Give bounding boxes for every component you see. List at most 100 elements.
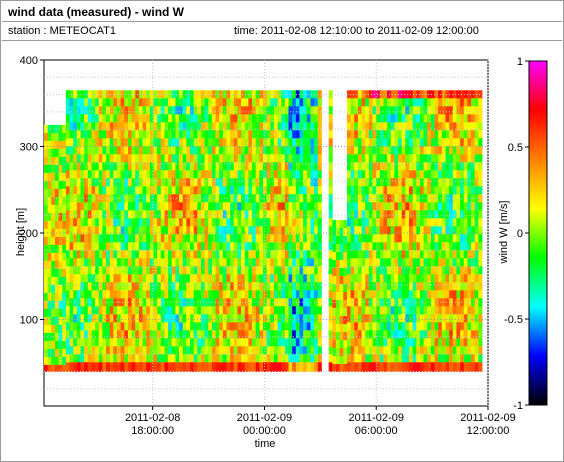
heatmap-cell [95,186,100,195]
heatmap-cell [106,314,111,323]
heatmap-cell [124,154,129,163]
heatmap-cell [394,170,399,179]
heatmap-cell [117,234,122,243]
heatmap-cell [208,114,213,123]
heatmap-cell [259,298,264,307]
heatmap-cell [452,162,457,171]
heatmap-cell [427,330,432,339]
heatmap-cell [339,308,344,317]
heatmap-cell [204,362,209,371]
heatmap-cell [241,170,246,179]
heatmap-cell [230,362,235,371]
heatmap-cell [405,202,410,211]
heatmap-cell [281,170,286,179]
heatmap-cell [146,250,151,259]
heatmap-cell [467,130,472,139]
heatmap-cell [350,218,355,227]
heatmap-cell [241,202,246,211]
heatmap-cell [295,202,300,211]
heatmap-cell [241,362,246,371]
heatmap-cell [467,290,472,299]
heatmap-cell [452,242,457,251]
heatmap-cell [357,170,362,179]
heatmap-cell [171,114,176,123]
heatmap-cell [65,210,70,219]
heatmap-cell [445,114,450,123]
x-tick-label-date: 2011-02-08 [125,412,180,424]
heatmap-cell [179,282,184,291]
heatmap-cell [270,274,275,283]
heatmap-cell [237,122,242,131]
heatmap-cell [354,122,359,131]
heatmap-cell [277,106,282,115]
heatmap-cell [266,282,271,291]
heatmap-cell [248,250,253,259]
heatmap-cell [230,146,235,155]
heatmap-cell [149,290,154,299]
heatmap-cell [281,258,286,267]
heatmap-cell [273,322,278,331]
heatmap-cell [379,194,384,203]
heatmap-cell [171,146,176,155]
heatmap-cell [102,202,107,211]
heatmap-cell [456,178,461,187]
heatmap-cell [193,250,198,259]
heatmap-cell [412,114,417,123]
heatmap-cell [237,290,242,299]
heatmap-cell [463,130,468,139]
heatmap-cell [47,268,52,278]
heatmap-cell [266,218,271,227]
heatmap-cell [109,274,114,283]
heatmap-cell [255,314,260,323]
heatmap-cell [164,290,169,299]
heatmap-cell [95,258,100,267]
heatmap-cell [76,330,81,339]
heatmap-cell [230,234,235,243]
heatmap-cell [434,218,439,227]
heatmap-cell [113,322,118,331]
heatmap-cell [449,338,454,347]
grid-lines [44,60,489,406]
heatmap-cell [343,292,348,301]
heatmap-cell [54,212,59,222]
heatmap-cell [127,202,132,211]
heatmap-cell [452,226,457,235]
heatmap-cell [284,362,289,371]
heatmap-cell [412,322,417,331]
heatmap-cell [230,178,235,187]
heatmap-cell [346,162,351,171]
heatmap-cell [281,122,286,131]
heatmap-cell [149,354,154,363]
heatmap-cell [343,260,348,269]
heatmap-cell [310,250,315,259]
heatmap-cell [270,234,275,243]
heatmap-cell [98,266,103,275]
heatmap-cell [226,322,231,331]
heatmap-cell [281,226,286,235]
heatmap-cell [160,146,165,155]
heatmap-cell [430,138,435,147]
heatmap-cell [124,298,129,307]
heatmap-cell [87,106,92,115]
heatmap-cell [394,306,399,315]
heatmap-cell [379,170,384,179]
heatmap-cell [69,186,74,195]
heatmap-cell [343,276,348,285]
heatmap-cell [190,346,195,355]
heatmap-cell [368,106,373,115]
heatmap-cell [449,210,454,219]
heatmap-cell [383,362,388,371]
heatmap-cell [215,338,220,347]
heatmap-cell [109,122,114,131]
heatmap-cell [197,234,202,243]
heatmap-cell [135,162,140,171]
heatmap-cell [438,202,443,211]
heatmap-cell [460,114,465,123]
heatmap-cell [368,194,373,203]
heatmap-cell [284,178,289,187]
heatmap-cell [365,274,370,283]
heatmap-cell [226,218,231,227]
heatmap-cell [157,162,162,171]
heatmap-cell [222,170,227,179]
heatmap-cell [405,306,410,315]
